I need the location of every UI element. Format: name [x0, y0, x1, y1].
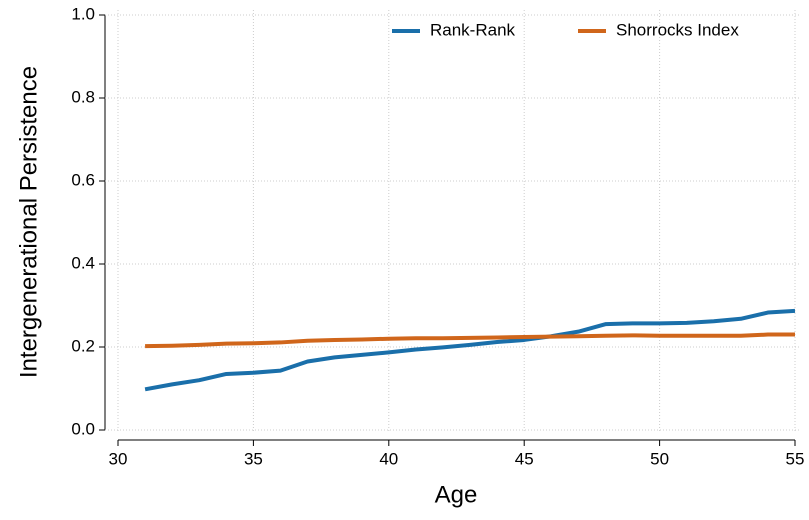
x-tick-label: 35: [244, 449, 263, 468]
x-axis-title: Age: [435, 481, 478, 508]
x-tick-label: 45: [515, 449, 534, 468]
y-tick-label: 0.4: [71, 253, 95, 272]
y-tick-label: 0.2: [71, 336, 95, 355]
y-tick-label: 0.8: [71, 87, 95, 106]
y-tick-label: 1.0: [71, 4, 95, 23]
x-tick-label: 55: [786, 449, 805, 468]
x-tick-label: 30: [109, 449, 128, 468]
line: [145, 332, 795, 349]
x-tick-label: 50: [650, 449, 669, 468]
x-tick-label: 40: [379, 449, 398, 468]
legend-label: Shorrocks Index: [616, 20, 739, 39]
legend-label: Rank-Rank: [430, 20, 516, 39]
y-tick-label: 0.0: [71, 419, 95, 438]
y-tick-label: 0.6: [71, 170, 95, 189]
line: [144, 308, 796, 392]
y-axis-title: Intergenerational Persistence: [15, 66, 42, 378]
